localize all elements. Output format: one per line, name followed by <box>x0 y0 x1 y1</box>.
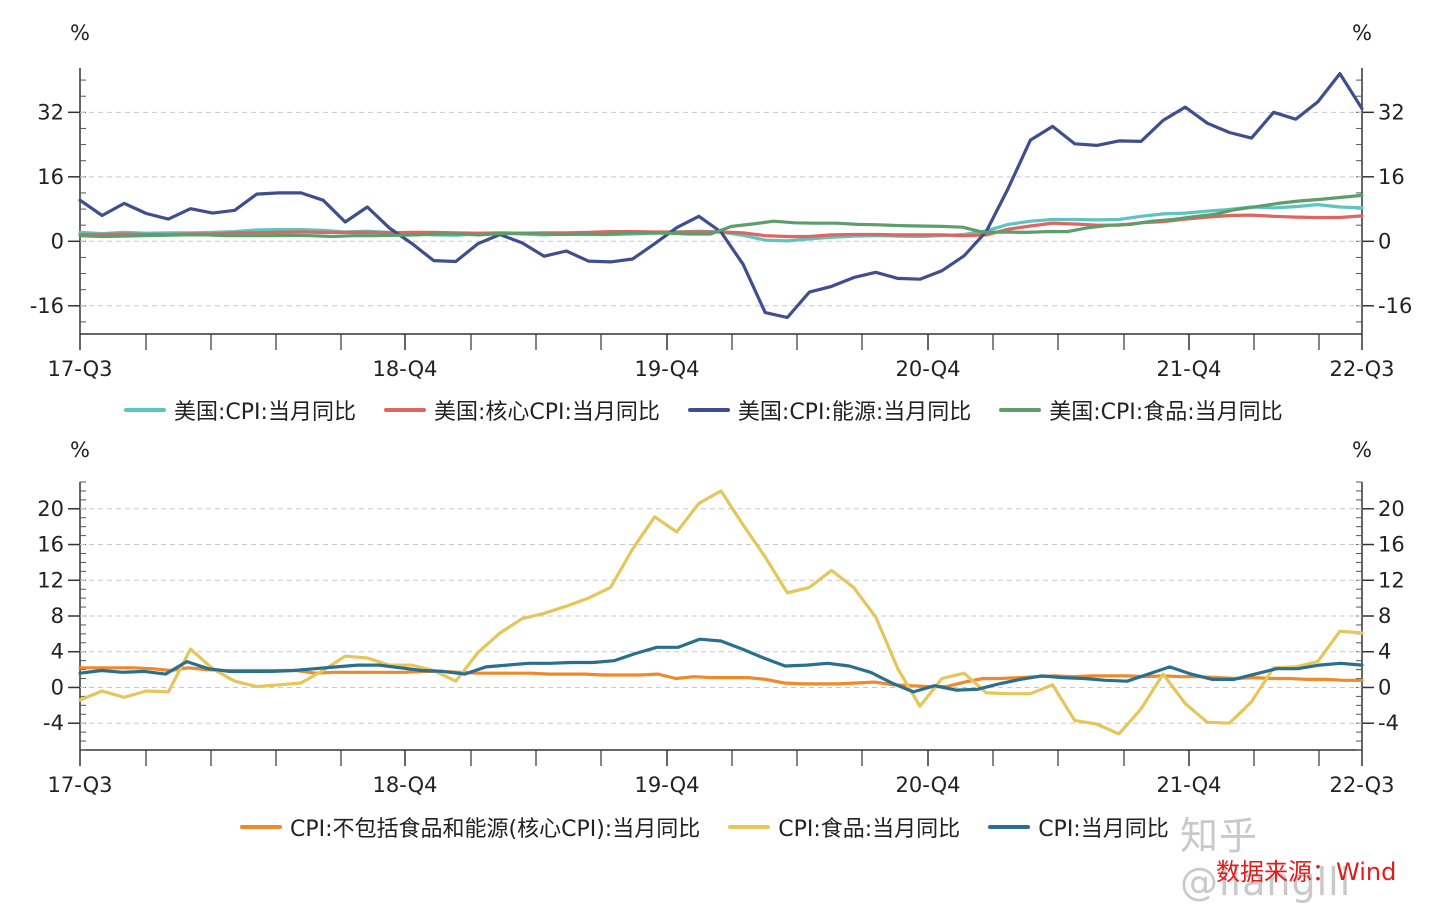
legend-top: 美国:CPI:当月同比 美国:核心CPI:当月同比 美国:CPI:能源:当月同比 美国… <box>124 394 1311 426</box>
legend-swatch <box>124 408 166 412</box>
y-unit-left-top: % <box>70 21 90 45</box>
y-tick-label-left: 32 <box>37 100 64 124</box>
y-tick-label-left: 8 <box>51 604 64 628</box>
y-tick-label-left: 0 <box>51 229 64 253</box>
legend-swatch <box>240 825 282 829</box>
legend-bottom: CPI:不包括食品和能源(核心CPI):当月同比 CPI:食品:当月同比 CPI:当… <box>240 811 1197 843</box>
series-line-bottom-2 <box>78 637 1364 694</box>
x-tick-label: 21-Q4 <box>1157 773 1222 797</box>
legend-item: CPI:食品:当月同比 <box>728 811 960 843</box>
y-tick-label-right: 8 <box>1378 604 1391 628</box>
legend-label: CPI:当月同比 <box>1038 817 1169 842</box>
legend-item: CPI:不包括食品和能源(核心CPI):当月同比 <box>240 811 700 843</box>
x-tick-label: 20-Q4 <box>896 357 961 381</box>
y-tick-label-left: 16 <box>37 533 64 557</box>
x-tick-label: 22-Q3 <box>1330 773 1395 797</box>
legend-item: 美国:CPI:能源:当月同比 <box>687 394 972 426</box>
legend-item: CPI:当月同比 <box>988 811 1169 843</box>
y-unit-right-bottom: % <box>1352 438 1372 462</box>
legend-item: 美国:CPI:当月同比 <box>124 394 356 426</box>
x-tick-label: 17-Q3 <box>48 773 113 797</box>
y-tick-label-left: 20 <box>37 497 64 521</box>
legend-label: 美国:CPI:能源:当月同比 <box>737 400 972 425</box>
y-tick-label-right: 0 <box>1378 675 1391 699</box>
x-tick-label: 21-Q4 <box>1157 357 1222 381</box>
x-tick-label: 17-Q3 <box>48 357 113 381</box>
legend-label: 美国:CPI:当月同比 <box>174 400 356 425</box>
series-line-top-3 <box>78 193 1364 239</box>
y-tick-label-left: 4 <box>51 640 64 664</box>
x-tick-label: 19-Q4 <box>635 773 700 797</box>
y-tick-label-right: -16 <box>1378 294 1412 318</box>
source-note: 数据来源：Wind <box>1216 858 1397 886</box>
series-line-bottom-1 <box>78 489 1364 736</box>
legend-item: 美国:CPI:食品:当月同比 <box>999 394 1283 426</box>
series-line-top-2 <box>78 71 1364 320</box>
y-tick-label-right: 16 <box>1378 533 1405 557</box>
y-tick-label-right: 20 <box>1378 497 1405 521</box>
y-tick-label-right: -4 <box>1378 711 1399 735</box>
y-tick-label-right: 4 <box>1378 640 1391 664</box>
y-tick-label-left: 0 <box>51 675 64 699</box>
y-unit-left-bottom: % <box>70 438 90 462</box>
legend-swatch <box>728 825 771 829</box>
y-tick-label-left: -4 <box>43 711 64 735</box>
legend-swatch <box>383 408 426 412</box>
legend-item: 美国:核心CPI:当月同比 <box>383 394 660 426</box>
legend-swatch <box>999 408 1042 412</box>
y-unit-right-top: % <box>1352 21 1372 45</box>
x-tick-label: 22-Q3 <box>1330 357 1395 381</box>
x-tick-label: 19-Q4 <box>635 357 700 381</box>
y-tick-label-right: 12 <box>1378 568 1405 592</box>
legend-swatch <box>687 408 730 412</box>
x-tick-label: 18-Q4 <box>373 357 438 381</box>
y-tick-label-left: 16 <box>37 165 64 189</box>
legend-label: CPI:食品:当月同比 <box>778 817 961 842</box>
y-tick-label-left: -16 <box>30 294 64 318</box>
y-tick-label-right: 32 <box>1378 100 1405 124</box>
legend-swatch <box>988 825 1031 829</box>
legend-label: CPI:不包括食品和能源(核心CPI):当月同比 <box>290 817 701 842</box>
y-tick-label-left: 12 <box>37 568 64 592</box>
y-tick-label-right: 0 <box>1378 229 1391 253</box>
x-tick-label: 20-Q4 <box>896 773 961 797</box>
legend-label: 美国:CPI:食品:当月同比 <box>1049 400 1283 425</box>
legend-label: 美国:核心CPI:当月同比 <box>433 400 660 425</box>
y-tick-label-right: 16 <box>1378 165 1405 189</box>
x-tick-label: 18-Q4 <box>373 773 438 797</box>
